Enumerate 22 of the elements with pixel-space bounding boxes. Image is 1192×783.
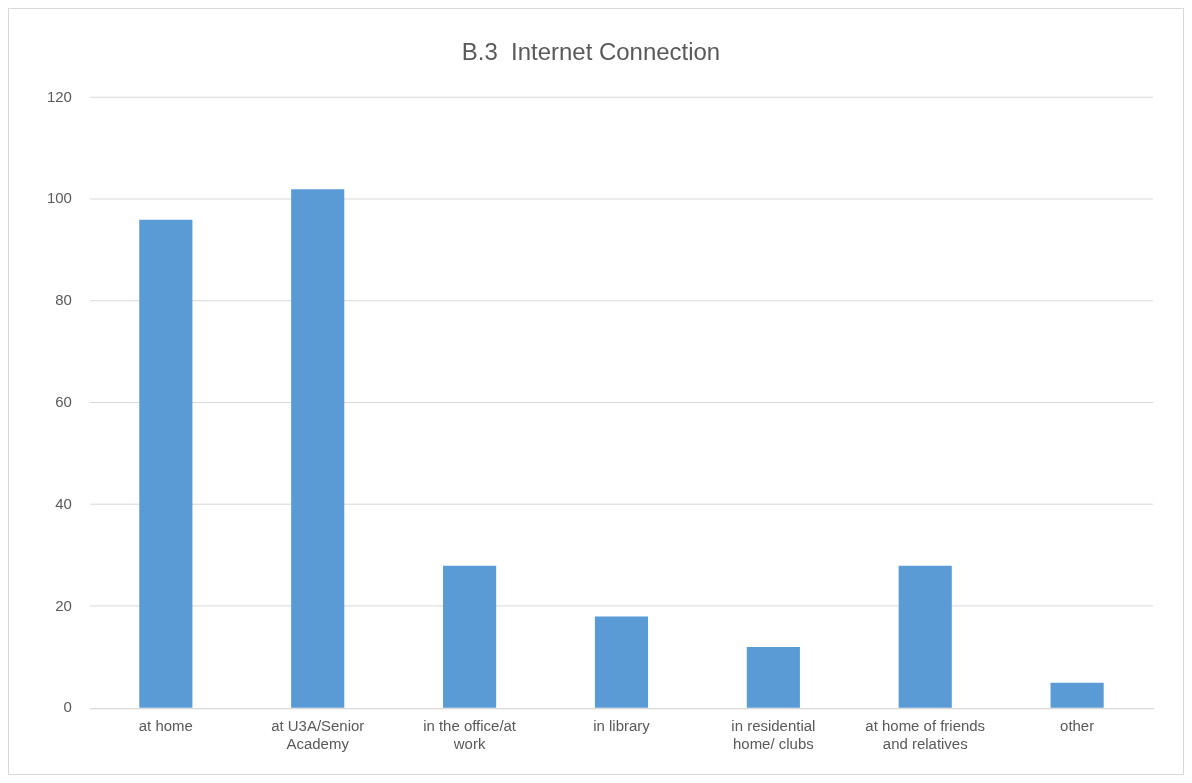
- bar: [443, 565, 497, 708]
- y-tick-label: 20: [55, 596, 72, 614]
- bar: [746, 647, 800, 708]
- y-tick-label: 0: [63, 698, 72, 716]
- x-tick-label: in library: [593, 717, 651, 735]
- y-tick-label: 80: [55, 291, 72, 309]
- bar: [594, 616, 649, 708]
- x-tick-label: in the office/at work: [423, 717, 517, 753]
- x-tick-label: at home: [138, 717, 193, 735]
- y-tick-label: 100: [46, 189, 72, 207]
- x-tick-label: in residential home/ clubs: [731, 717, 816, 753]
- x-tick-label: other: [1060, 717, 1095, 735]
- bar: [898, 565, 952, 708]
- chart-title: B.3 Internet Connection: [461, 37, 721, 65]
- x-tick-label: at U3A/Senior Academy: [271, 717, 365, 753]
- bar: [291, 189, 345, 708]
- y-tick-label: 40: [55, 494, 72, 512]
- x-tick-label: at home of friends and relatives: [865, 717, 986, 753]
- bar: [1050, 682, 1104, 708]
- bar: [139, 219, 193, 708]
- y-tick-label: 60: [55, 393, 72, 410]
- y-tick-label: 120: [46, 87, 72, 105]
